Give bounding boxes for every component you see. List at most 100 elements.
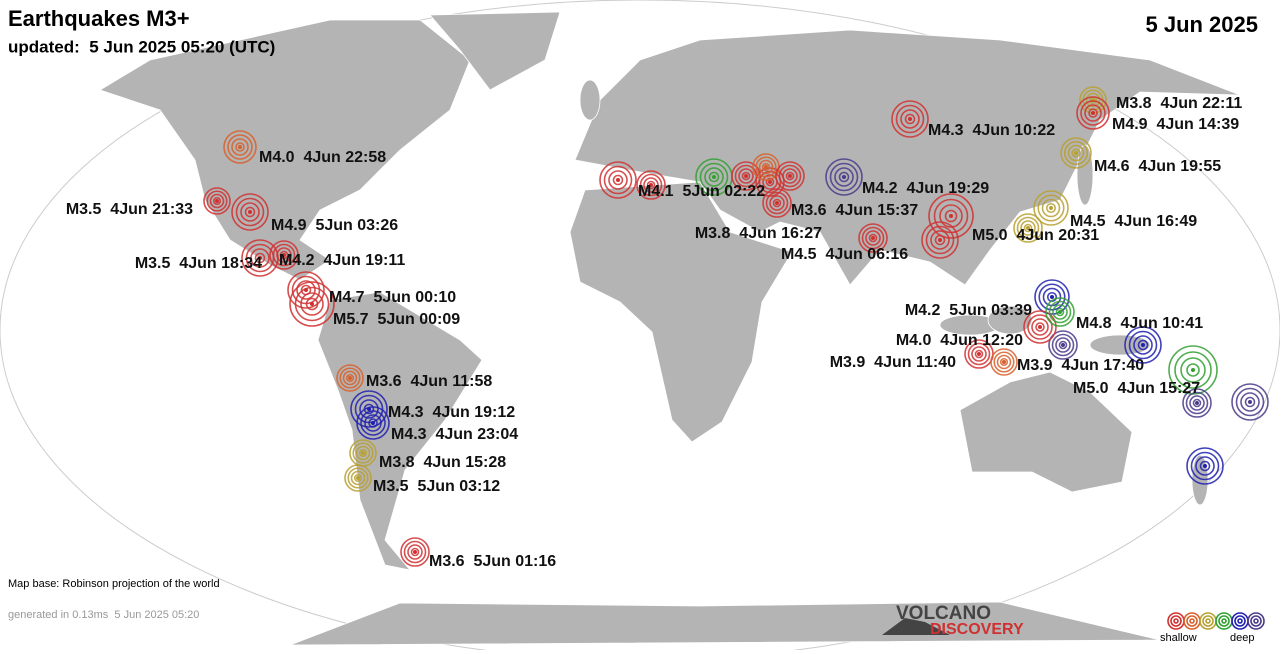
ring (900, 109, 920, 129)
dot (649, 183, 653, 187)
legend-ring (1170, 615, 1182, 627)
ring (1128, 330, 1158, 360)
ring (206, 190, 228, 212)
ring (345, 373, 355, 383)
ring (227, 134, 253, 160)
quake-marker (223, 130, 257, 164)
dot (1074, 151, 1078, 155)
ring (1045, 297, 1075, 327)
ring (772, 198, 782, 208)
ring (1023, 223, 1033, 233)
ring (1137, 339, 1149, 351)
ring (1071, 148, 1081, 158)
dot (1141, 343, 1145, 347)
date: 5 Jun 2025 (1145, 12, 1258, 37)
quake-label: M4.2 5Jun 03:39 (905, 302, 1032, 319)
ring (1085, 92, 1101, 108)
quake-label: M4.6 4Jun 19:55 (1094, 158, 1221, 175)
dot (768, 180, 772, 184)
ring (294, 286, 330, 322)
dot (744, 174, 748, 178)
ring (368, 418, 378, 428)
ring (608, 170, 628, 190)
ring (769, 195, 785, 211)
ring (612, 174, 624, 186)
ring (1031, 318, 1049, 336)
quake-label: M3.5 5Jun 03:12 (373, 478, 500, 495)
ring (934, 234, 946, 246)
generated: generated in 0.13ms 5 Jun 2025 05:20 (8, 609, 199, 621)
ring (1240, 392, 1260, 412)
ring (1037, 194, 1065, 222)
quake-marker (269, 240, 299, 270)
quake-marker (1231, 383, 1269, 421)
ring (785, 171, 795, 181)
ring (1038, 283, 1066, 311)
ring (1045, 202, 1057, 214)
quake-label: M4.5 4Jun 06:16 (781, 246, 908, 263)
ring (272, 243, 296, 267)
dot (413, 550, 417, 554)
quake-label: M4.9 4Jun 14:39 (1112, 116, 1239, 133)
quake-label: M3.8 4Jun 15:28 (379, 454, 506, 471)
quake-label: M4.3 4Jun 10:22 (928, 122, 1055, 139)
ring (1051, 333, 1075, 357)
ring (1231, 383, 1269, 421)
dot (1050, 295, 1054, 299)
ring (778, 164, 802, 188)
ring (838, 171, 850, 183)
ring (359, 399, 379, 419)
ring (1088, 108, 1098, 118)
dot (949, 214, 953, 218)
dot (1195, 401, 1199, 405)
dot (1091, 111, 1095, 115)
ring (925, 225, 955, 255)
legend-ring (1186, 615, 1198, 627)
ring (356, 406, 390, 440)
dot (938, 238, 942, 242)
ring (254, 252, 266, 264)
dot (1058, 310, 1062, 314)
ring (1199, 460, 1211, 472)
legend: shallow deep (1160, 612, 1265, 644)
ring (1020, 220, 1036, 236)
ring (1084, 104, 1102, 122)
ring (1016, 216, 1040, 240)
ring (1058, 340, 1068, 350)
dot (1038, 325, 1042, 329)
quake-label: M4.7 5Jun 00:10 (329, 289, 456, 306)
logo-text: VOLCANO (896, 603, 991, 624)
logo-text: DISCOVERY (930, 621, 1024, 638)
ring (1034, 279, 1070, 315)
ring (990, 348, 1018, 376)
dot (1203, 464, 1207, 468)
ring (928, 193, 974, 239)
quake-marker (921, 221, 959, 259)
ring (834, 167, 854, 187)
quake-marker (349, 439, 377, 467)
dot (1061, 343, 1065, 347)
quake-label: M5.7 5Jun 00:09 (333, 311, 460, 328)
quake-marker (752, 153, 780, 181)
dot (775, 201, 779, 205)
ring (203, 187, 231, 215)
ring (339, 367, 361, 389)
ring (305, 297, 319, 311)
dot (764, 165, 768, 169)
ring (639, 173, 663, 197)
ring (235, 197, 265, 227)
ring (1186, 363, 1200, 377)
quake-marker (1023, 310, 1057, 344)
logo-icon (882, 618, 950, 635)
ring (1055, 337, 1071, 353)
legend-ring (1250, 615, 1262, 627)
ring (244, 206, 256, 218)
quake-marker (1124, 326, 1162, 364)
ring (1195, 456, 1215, 476)
map-base: Map base: Robinson projection of the wor… (8, 578, 220, 590)
ring (235, 142, 245, 152)
ring (825, 158, 863, 196)
quake-label: M4.2 4Jun 19:29 (862, 180, 989, 197)
ring (355, 445, 371, 461)
dot (1002, 360, 1006, 364)
